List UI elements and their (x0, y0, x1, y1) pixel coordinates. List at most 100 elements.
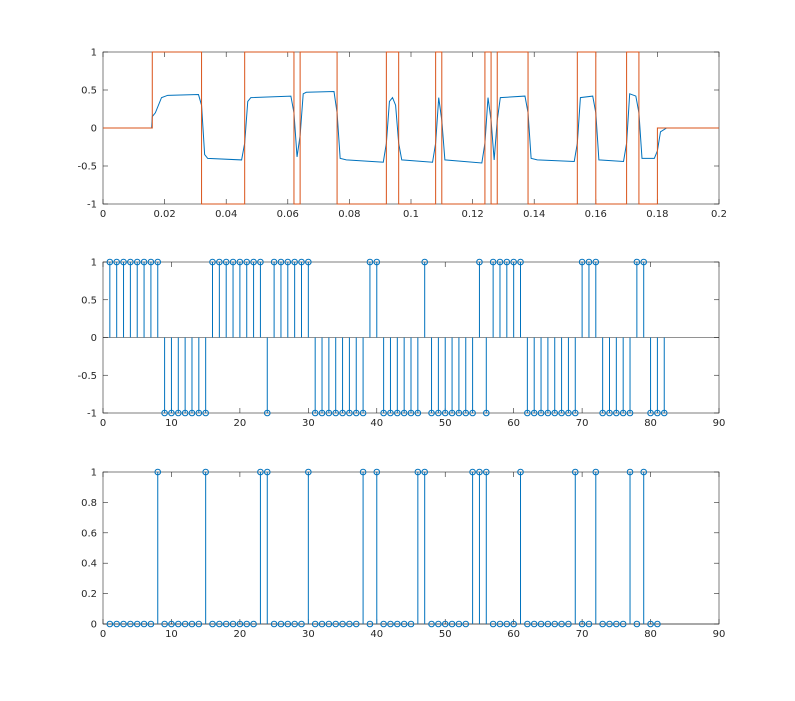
stem-marker (599, 620, 606, 628)
x-tick-label: 90 (713, 418, 726, 429)
stem-marker (222, 258, 230, 266)
stem-marker (154, 258, 162, 266)
stem-marker (195, 409, 203, 417)
stem-marker (558, 620, 565, 628)
stem-marker (277, 620, 285, 628)
x-tick-label: 0.02 (153, 209, 175, 220)
stem-marker (366, 258, 374, 266)
x-tick-label: 30 (302, 418, 315, 429)
stem-marker (407, 409, 415, 417)
axes-box (102, 471, 720, 625)
stem-marker (133, 258, 141, 266)
stem-marker (565, 620, 572, 628)
stem-marker (496, 258, 504, 266)
stem-marker (284, 258, 292, 266)
x-tick-label: 90 (713, 629, 726, 640)
stem-marker (551, 620, 559, 628)
stem-marker (530, 620, 538, 628)
stem-marker (503, 620, 511, 628)
stem-marker (524, 620, 531, 628)
stem-marker (133, 620, 141, 628)
stem-marker (311, 620, 319, 628)
stem-marker (263, 409, 271, 417)
stem-marker (209, 258, 216, 266)
stem-marker (236, 620, 244, 628)
stem-marker (284, 620, 292, 628)
stem-marker (174, 409, 182, 417)
stem-marker (257, 258, 264, 266)
stem-marker (578, 258, 586, 266)
stem-marker (448, 409, 456, 417)
stem-marker (633, 258, 641, 266)
stem-marker (243, 258, 251, 266)
x-tick-label: 0.08 (338, 209, 360, 220)
stem-marker (510, 258, 517, 266)
stem-marker (318, 620, 326, 628)
stem-marker (530, 409, 538, 417)
stem-marker (503, 258, 511, 266)
x-tick-label: 0.12 (461, 209, 483, 220)
stem-marker (626, 409, 634, 417)
stem-marker (606, 620, 613, 628)
stem-marker (517, 258, 524, 266)
stem-marker (181, 620, 189, 628)
stem-marker (263, 468, 271, 476)
stem-marker (585, 258, 593, 266)
stem-marker (565, 409, 572, 417)
stem-marker (154, 468, 162, 476)
stem-marker (640, 258, 648, 266)
stem-marker (168, 620, 175, 628)
stem-marker (291, 258, 298, 266)
stem-marker (332, 409, 340, 417)
stem-marker (202, 468, 209, 476)
y-tick-label: 0.2 (81, 589, 97, 600)
stem-marker (619, 409, 627, 417)
x-tick-label: 10 (165, 629, 178, 640)
axes-box (102, 51, 720, 205)
stem-marker (387, 409, 394, 417)
stem-marker (305, 468, 312, 476)
stem-marker (421, 258, 428, 266)
y-tick-label: 0.5 (81, 295, 97, 306)
stem-marker (455, 620, 463, 628)
x-tick-label: 30 (302, 629, 315, 640)
stem-marker (414, 468, 422, 476)
stem-marker (544, 409, 552, 417)
stem-marker (633, 620, 641, 628)
x-tick-label: 80 (644, 629, 657, 640)
stem-marker (346, 620, 353, 628)
stem-marker (352, 409, 360, 417)
stem-marker (482, 468, 490, 476)
y-tick-label: 1 (91, 468, 97, 479)
stem-marker (161, 620, 168, 628)
stem-marker (250, 258, 257, 266)
stem-marker (592, 468, 600, 476)
stem-marker (181, 409, 189, 417)
y-tick-label: -1 (87, 200, 97, 211)
stem-marker (510, 620, 517, 628)
stem-marker (592, 258, 600, 266)
stem-marker (441, 409, 449, 417)
signal-line (103, 51, 719, 205)
y-tick-label: -0.5 (77, 371, 97, 382)
stem-marker (202, 409, 209, 417)
stem-marker (626, 468, 634, 476)
stem-marker (613, 620, 620, 628)
x-tick-label: 0.14 (523, 209, 545, 220)
stem-marker (551, 409, 559, 417)
stem-marker (462, 620, 470, 628)
stem-marker (325, 620, 333, 628)
y-tick-label: 0.6 (81, 528, 97, 539)
y-tick-label: 1 (91, 48, 97, 59)
stem-marker (606, 409, 613, 417)
stem-marker (613, 409, 620, 417)
x-tick-label: 40 (370, 418, 383, 429)
stem-marker (216, 620, 223, 628)
stem-marker (113, 620, 120, 628)
stem-marker (305, 258, 312, 266)
stem-marker (120, 620, 127, 628)
stem-marker (660, 409, 668, 417)
stem-marker (229, 620, 237, 628)
stem-marker (400, 409, 408, 417)
